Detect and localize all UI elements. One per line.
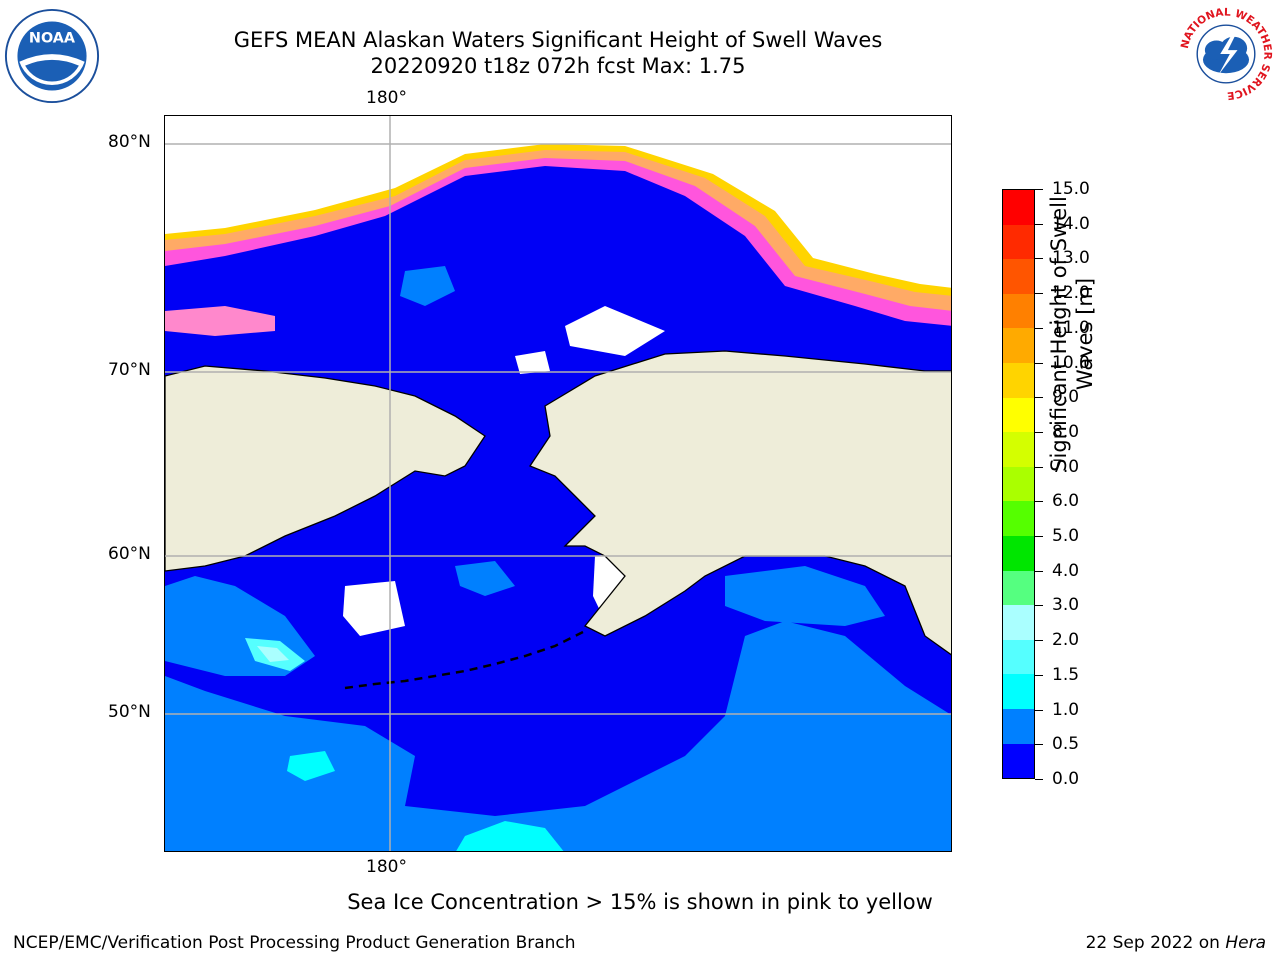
colorbar-tick [1035,605,1043,607]
sea-ice-note: Sea Ice Concentration > 15% is shown in … [347,890,933,914]
colorbar-segment [1003,639,1034,675]
noaa-logo: NOAA [4,8,100,104]
footer-branch: NCEP/EMC/Verification Post Processing Pr… [13,933,576,953]
footer-date-text: 22 Sep 2022 on [1085,933,1226,953]
colorbar-tick-label: 3.0 [1052,595,1080,616]
chart-title: GEFS MEAN Alaskan Waters Significant Hei… [233,28,883,52]
colorbar-segment [1003,259,1034,294]
colorbar-tick [1035,189,1043,190]
colorbar-label: Significant Height of Swell Waves [m] [1046,184,1098,484]
colorbar-tick [1035,327,1043,329]
map-area [164,115,952,852]
lon-label-top: 180° [366,88,407,108]
lat-label-80: 80°N [108,132,151,152]
footer-date: 22 Sep 2022 on Hera [1086,933,1266,953]
colorbar-tick [1035,744,1043,746]
colorbar-tick-label: 13.0 [1052,248,1090,269]
colorbar-tick-label: 1.5 [1052,664,1080,685]
colorbar-segment [1003,466,1034,502]
colorbar-tick-label: 15.0 [1052,179,1090,199]
nws-logo: NATIONAL WEATHER SERVICE [1179,6,1274,101]
chart-subtitle: 20220920 t18z 072h fcst Max: 1.75 [370,54,746,78]
colorbar-segment [1003,743,1034,779]
colorbar-tick-label: 2.0 [1052,630,1080,651]
lat-label-70: 70°N [108,360,151,380]
colorbar-tick-label: 0.0 [1052,769,1080,789]
colorbar-tick [1035,570,1043,572]
colorbar-tick [1035,223,1043,225]
colorbar-tick [1035,431,1043,433]
colorbar-tick-label: 6.0 [1052,491,1080,512]
colorbar-tick-label: 14.0 [1052,213,1090,234]
colorbar-tick-label: 4.0 [1052,560,1080,581]
colorbar-segment [1003,328,1034,363]
colorbar-tick-label: 9.0 [1052,387,1080,408]
colorbar-segment [1003,570,1034,606]
colorbar-segment [1003,605,1034,640]
colorbar-segment [1003,708,1034,744]
colorbar-tick [1035,709,1043,711]
colorbar-tick [1035,501,1043,503]
colorbar-segment [1003,293,1034,329]
colorbar-tick [1035,536,1043,538]
lat-label-50: 50°N [108,702,151,722]
colorbar-tick [1035,362,1043,364]
colorbar-tick-label: 0.5 [1052,734,1080,755]
colorbar-segment [1003,432,1034,467]
colorbar-tick-label: 11.0 [1052,317,1090,338]
colorbar-tick [1035,640,1043,642]
colorbar-label-line1: Significant Height of Swell [1047,196,1071,472]
colorbar-label-line2: Waves [m] [1073,277,1097,391]
footer-host: Hera [1225,933,1266,953]
colorbar-tick-label: 1.0 [1052,699,1080,720]
colorbar-tick [1035,466,1043,468]
colorbar-tick-label: 8.0 [1052,421,1080,442]
colorbar-tick [1035,397,1043,399]
colorbar-tick-label: 10.0 [1052,352,1090,373]
colorbar-tick [1035,258,1043,260]
colorbar-segment [1003,397,1034,433]
colorbar-tick [1035,293,1043,295]
colorbar-tick [1035,674,1043,676]
noaa-logo-text: NOAA [29,31,76,47]
colorbar [1002,189,1035,779]
colorbar-segment [1003,674,1034,709]
colorbar-segment [1003,190,1034,225]
lon-label-bottom: 180° [366,857,407,877]
colorbar-segment [1003,362,1034,398]
colorbar-tick-label: 12.0 [1052,283,1090,304]
colorbar-tick [1035,779,1043,780]
colorbar-segment [1003,535,1034,571]
colorbar-tick-label: 7.0 [1052,456,1080,477]
lat-label-60: 60°N [108,544,151,564]
swell-height-map [165,116,951,851]
colorbar-segment [1003,224,1034,260]
colorbar-tick-label: 5.0 [1052,526,1080,547]
colorbar-segment [1003,501,1034,536]
